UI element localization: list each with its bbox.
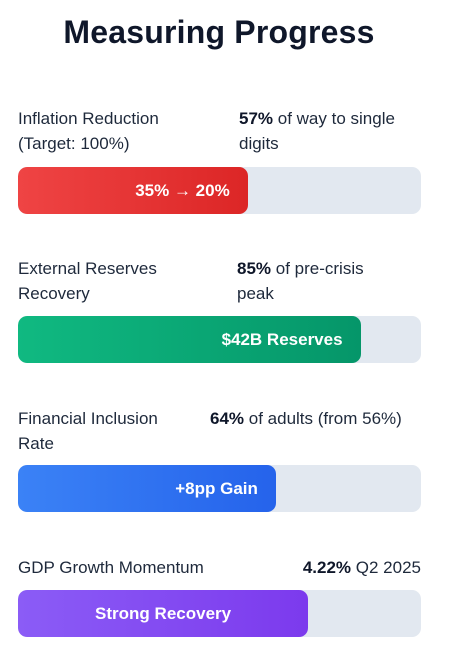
metric-stat-value: 4.22% xyxy=(302,558,352,577)
progress-track: $42B Reserves xyxy=(18,316,421,363)
progress-track: Strong Recovery xyxy=(18,590,421,637)
metric-stat-text: Q2 2025 xyxy=(351,558,421,577)
metric-stat: 85% of pre-crisis peak xyxy=(237,256,397,306)
metric-stat-value: 85% xyxy=(237,259,272,278)
progress-fill: $42B Reserves xyxy=(18,316,361,363)
metric-stat: 4.22% Q2 2025 xyxy=(303,555,421,580)
metric-stat-text: of way to single digits xyxy=(239,109,395,153)
metric-inflation-reduction: Inflation Reduction (Target: 100%) 57% o… xyxy=(18,106,421,214)
progress-bar-label: Strong Recovery xyxy=(95,603,232,623)
metric-financial-inclusion: Financial Inclusion Rate 64% of adults (… xyxy=(18,406,421,512)
progress-bar-label: +8pp Gain xyxy=(175,478,258,498)
metric-label: External Reserves Recovery xyxy=(18,259,157,303)
metric-label: GDP Growth Momentum xyxy=(18,558,204,577)
metric-label: Financial Inclusion Rate xyxy=(18,409,158,453)
progress-fill: 35% → 20% xyxy=(18,167,248,214)
progress-bar-label: $42B Reserves xyxy=(221,329,343,349)
progress-track: +8pp Gain xyxy=(18,465,421,512)
metric-stat-value: 57% xyxy=(239,109,274,128)
progress-track: 35% → 20% xyxy=(18,167,421,214)
metric-label: Inflation Reduction (Target: 100%) xyxy=(18,109,159,153)
progress-bar-label: 35% → 20% xyxy=(135,180,230,200)
metric-stat-text: of pre-crisis peak xyxy=(237,259,364,303)
metric-external-reserves: External Reserves Recovery 85% of pre-cr… xyxy=(18,256,421,363)
metric-stat: 57% of way to single digits xyxy=(239,106,421,156)
metric-gdp-growth: GDP Growth Momentum 4.22% Q2 2025 Strong… xyxy=(18,555,421,637)
metric-stat-value: 64% xyxy=(210,409,245,428)
progress-fill: Strong Recovery xyxy=(18,590,309,637)
metric-stat-text: of adults (from 56%) xyxy=(244,409,402,428)
progress-fill: +8pp Gain xyxy=(18,465,276,512)
metric-stat: 64% of adults (from 56%) xyxy=(210,406,412,431)
page-title: Measuring Progress xyxy=(63,14,375,50)
